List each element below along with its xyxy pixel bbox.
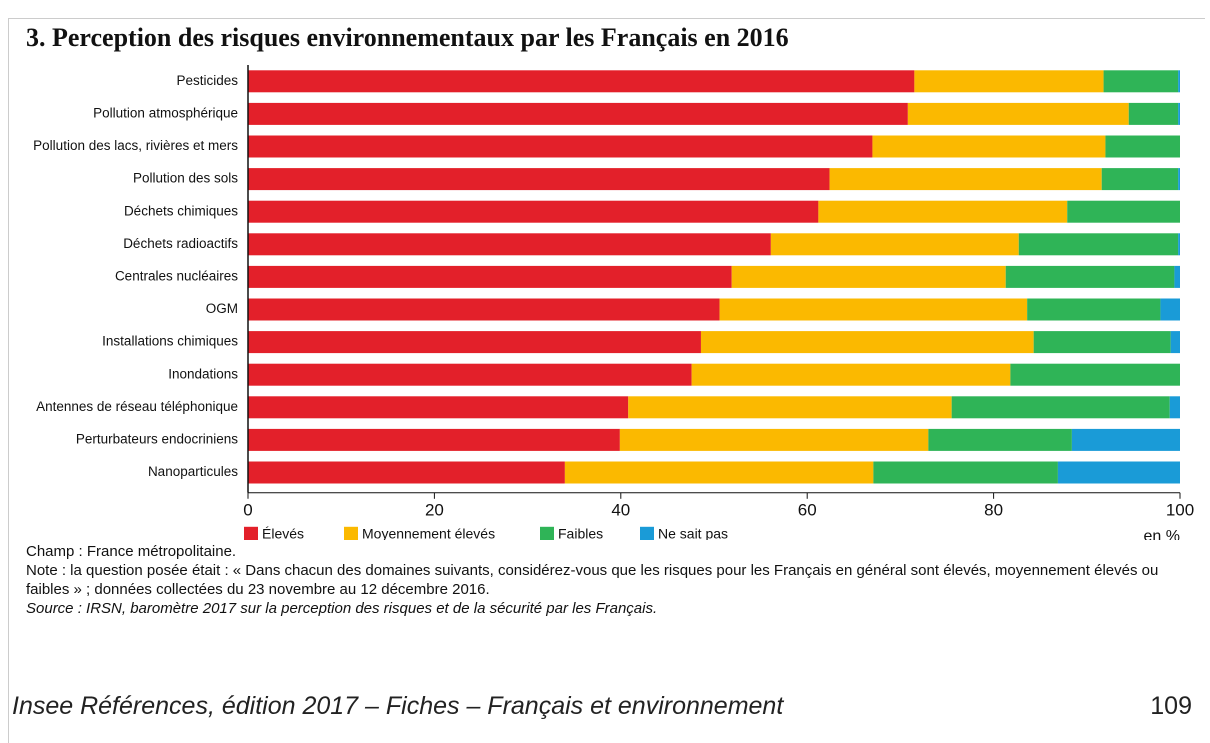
x-tick-label: 0 bbox=[243, 500, 252, 519]
bar-segment bbox=[1071, 428, 1180, 451]
bar-segment bbox=[248, 396, 629, 419]
y-tick-label: Déchets chimiques bbox=[124, 203, 238, 218]
bar-segment bbox=[248, 428, 620, 451]
y-tick-label: Inondations bbox=[168, 366, 238, 381]
bar-segment bbox=[731, 265, 1006, 288]
bar-segment bbox=[248, 233, 771, 256]
bar-segment bbox=[248, 135, 873, 158]
note: Champ : France métropolitaine. bbox=[26, 543, 237, 560]
bar-segment bbox=[1105, 135, 1180, 158]
y-tick-label: Nanoparticules bbox=[148, 464, 238, 479]
legend-label: Élevés bbox=[262, 526, 304, 540]
bar-segment bbox=[872, 135, 1106, 158]
x-tick-label: 40 bbox=[611, 500, 630, 519]
x-tick-label: 100 bbox=[1166, 500, 1194, 519]
bar-segment bbox=[1160, 298, 1180, 321]
note: Note : la question posée était : « Dans … bbox=[26, 562, 1159, 598]
y-tick-label: Antennes de réseau téléphonique bbox=[36, 399, 238, 414]
bar-segment bbox=[1178, 168, 1180, 191]
bar-segment bbox=[770, 233, 1019, 256]
notes: Champ : France métropolitaine. Note : la… bbox=[26, 542, 1196, 618]
bar-segment bbox=[829, 168, 1102, 191]
bar-segment bbox=[951, 396, 1170, 419]
x-tick-label: 20 bbox=[425, 500, 444, 519]
bar-segment bbox=[248, 168, 830, 191]
bar-segment bbox=[248, 363, 692, 386]
bar-segment bbox=[873, 461, 1058, 484]
bar-segment bbox=[1178, 70, 1180, 93]
bar-segment bbox=[719, 298, 1028, 321]
bar-segment bbox=[1018, 233, 1179, 256]
bar-segment bbox=[248, 331, 701, 354]
bar-segment bbox=[907, 102, 1129, 125]
legend-swatch bbox=[640, 526, 654, 540]
bar-segment bbox=[1033, 331, 1171, 354]
page-number: 109 bbox=[1150, 692, 1192, 720]
bar-segment bbox=[1170, 331, 1180, 354]
bar-segment bbox=[1169, 396, 1180, 419]
x-tick-label: 60 bbox=[798, 500, 817, 519]
y-tick-label: OGM bbox=[206, 301, 238, 316]
bar-segment bbox=[700, 331, 1034, 354]
x-axis-label: en % bbox=[1144, 528, 1180, 540]
y-tick-label: Pesticides bbox=[176, 73, 238, 88]
bar-segment bbox=[1128, 102, 1179, 125]
y-tick-label: Pollution des sols bbox=[133, 171, 238, 186]
legend-label: Ne sait pas bbox=[658, 526, 728, 540]
bar-segment bbox=[248, 102, 908, 125]
chart-title: 3. Perception des risques environnementa… bbox=[26, 23, 789, 52]
legend-label: Faibles bbox=[558, 526, 603, 540]
bar-segment bbox=[1101, 168, 1179, 191]
legend-swatch bbox=[540, 526, 554, 540]
bar-segment bbox=[1027, 298, 1161, 321]
frame bbox=[8, 18, 1205, 743]
bar-segment bbox=[248, 461, 565, 484]
y-tick-label: Pollution des lacs, rivières et mers bbox=[33, 138, 238, 153]
y-tick-label: Centrales nucléaires bbox=[115, 268, 238, 283]
bar-segment bbox=[248, 200, 819, 223]
x-tick-label: 80 bbox=[984, 500, 1003, 519]
bar-segment bbox=[248, 298, 720, 321]
bar-segment bbox=[691, 363, 1011, 386]
bar-segment bbox=[1178, 102, 1180, 125]
bar-segment bbox=[1174, 265, 1180, 288]
footer-text: Insee Références, édition 2017 – Fiches … bbox=[12, 692, 784, 720]
y-tick-label: Pollution atmosphérique bbox=[93, 105, 238, 120]
bar-segment bbox=[248, 70, 915, 93]
bar-segment bbox=[1005, 265, 1175, 288]
legend-swatch bbox=[244, 526, 258, 540]
bar-segment bbox=[248, 265, 732, 288]
bar-segment bbox=[1103, 70, 1179, 93]
legend-swatch bbox=[344, 526, 358, 540]
bar-segment bbox=[564, 461, 874, 484]
y-tick-label: Déchets radioactifs bbox=[123, 236, 238, 251]
bar-segment bbox=[619, 428, 929, 451]
chart: 3. Perception des risques environnementa… bbox=[26, 23, 1194, 540]
legend-label: Moyennement élevés bbox=[362, 526, 495, 540]
y-tick-label: Perturbateurs endocriniens bbox=[76, 431, 238, 446]
bar-segment bbox=[1057, 461, 1180, 484]
bar-segment bbox=[1067, 200, 1180, 223]
bar-segment bbox=[1010, 363, 1180, 386]
bar-segment bbox=[628, 396, 952, 419]
bar-segment bbox=[818, 200, 1068, 223]
bar-segment bbox=[1178, 233, 1180, 256]
y-tick-label: Installations chimiques bbox=[102, 334, 238, 349]
bar-segment bbox=[914, 70, 1104, 93]
source: Source : IRSN, baromètre 2017 sur la per… bbox=[26, 600, 658, 617]
bar-segment bbox=[928, 428, 1072, 451]
